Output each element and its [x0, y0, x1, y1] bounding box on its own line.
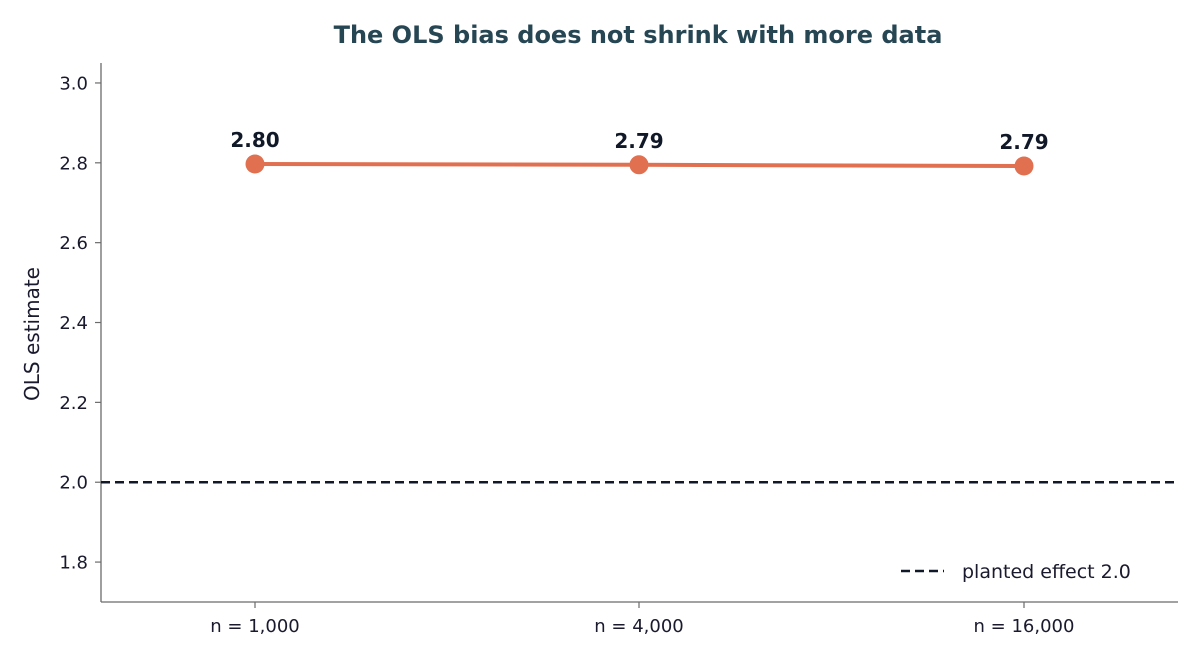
y-tick-label: 2.0 — [59, 473, 88, 494]
legend-entry-planted-effect: planted effect 2.0 — [962, 561, 1131, 583]
y-tick-label: 2.8 — [59, 153, 88, 174]
plot-area: 1.8 2.0 2.2 2.4 2.6 2.8 3.0 n = 1,000 n = 4,000 n… — [59, 63, 1178, 637]
y-tick-label: 2.6 — [59, 233, 88, 254]
y-tick-label: 2.4 — [59, 313, 88, 334]
data-point — [245, 154, 265, 174]
chart-title: The OLS bias does not shrink with more d… — [334, 21, 943, 49]
data-label: 2.79 — [999, 130, 1048, 154]
x-tick-label: n = 4,000 — [594, 616, 683, 637]
y-tick-label: 2.2 — [59, 393, 88, 414]
x-tick-label: n = 16,000 — [974, 616, 1075, 637]
data-point — [629, 155, 649, 175]
x-tick-label: n = 1,000 — [210, 616, 299, 637]
y-tick-label: 3.0 — [59, 73, 88, 94]
y-tick-label: 1.8 — [59, 553, 88, 574]
data-label: 2.79 — [614, 129, 663, 153]
data-label: 2.80 — [230, 128, 279, 152]
data-point — [1014, 156, 1034, 176]
legend: planted effect 2.0 — [901, 561, 1131, 583]
y-axis-label: OLS estimate — [20, 267, 44, 401]
